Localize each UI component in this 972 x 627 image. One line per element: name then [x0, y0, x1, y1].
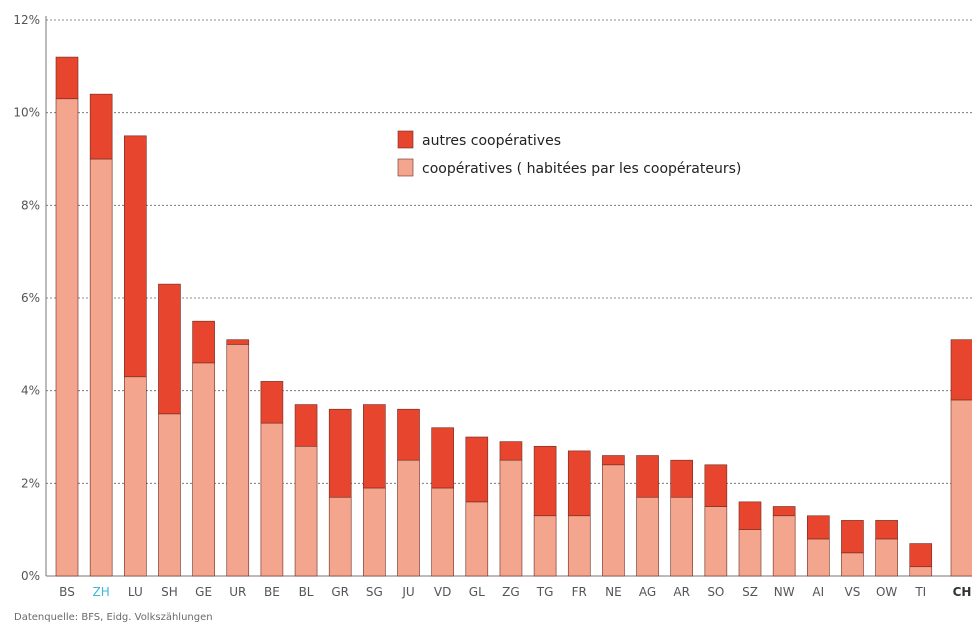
legend-label: autres coopératives — [422, 133, 561, 149]
bar-segment-autres-ch — [950, 339, 972, 401]
legend-swatch — [397, 130, 414, 149]
bar-segment-cooperatives-gl — [465, 501, 489, 577]
bar-segment-autres-so — [704, 464, 728, 507]
x-tick-label: SO — [707, 585, 724, 599]
bar-segment-cooperatives-lu — [124, 376, 147, 577]
bar-segment-autres-ne — [602, 455, 625, 466]
y-tick-label: 12% — [13, 13, 40, 27]
bar-segment-autres-vs — [841, 520, 864, 554]
y-tick-label: 2% — [21, 476, 40, 490]
bar-segment-autres-ju — [397, 408, 420, 461]
x-tick-label: SH — [161, 585, 178, 599]
bar-segment-autres-gl — [465, 436, 489, 503]
gridlines — [46, 19, 972, 484]
x-tick-label: FR — [572, 585, 587, 599]
bar-segment-cooperatives-ju — [397, 459, 420, 577]
x-tick-label: BL — [299, 585, 314, 599]
x-tick-label: LU — [128, 585, 143, 599]
x-tick-label: GL — [469, 585, 485, 599]
bar-segment-cooperatives-ge — [192, 362, 215, 577]
bar-segment-autres-sg — [363, 404, 386, 489]
bar-segment-autres-ge — [192, 320, 215, 364]
x-tick-label: TI — [914, 585, 926, 599]
x-tick-label: AG — [639, 585, 656, 599]
bar-segment-autres-lu — [124, 135, 147, 378]
bar-segment-autres-bl — [294, 404, 318, 447]
bar-segment-cooperatives-bl — [294, 445, 318, 577]
x-tick-label: VS — [845, 585, 861, 599]
bar-segment-autres-ti — [909, 543, 933, 568]
x-tick-label: GE — [195, 585, 212, 599]
bar-segment-cooperatives-ag — [636, 496, 659, 577]
bar-segment-cooperatives-ai — [806, 538, 830, 577]
bar-segment-autres-tg — [533, 445, 557, 517]
legend-label: coopératives ( habitées par les coopérat… — [422, 161, 741, 177]
x-tick-label: TG — [536, 585, 554, 599]
y-tick-label: 4% — [21, 384, 40, 398]
bar-segment-cooperatives-sg — [363, 487, 386, 577]
legend-swatch — [397, 158, 414, 177]
x-tick-label: ZG — [502, 585, 520, 599]
bar-segment-cooperatives-sh — [158, 413, 181, 577]
x-tick-label: ZH — [93, 585, 110, 599]
x-tick-label: SZ — [742, 585, 758, 599]
bar-segment-cooperatives-nw — [772, 515, 796, 577]
x-tick-label: NW — [774, 585, 795, 599]
x-tick-label: BE — [264, 585, 280, 599]
bars — [55, 56, 972, 577]
source-note: Datenquelle: BFS, Eidg. Volkszählungen — [14, 612, 213, 623]
bar-segment-cooperatives-tg — [533, 515, 557, 577]
bar-segment-cooperatives-fr — [567, 515, 591, 577]
bar-segment-cooperatives-ne — [602, 464, 625, 577]
x-tick-label: UR — [229, 585, 246, 599]
x-tick-label: OW — [876, 585, 897, 599]
bar-segment-cooperatives-ti — [909, 566, 933, 577]
x-axis: BS ZH LU SH GE UR BE BL GR SG JU VD GL ZG TG FR NE AG AR SO… — [59, 585, 971, 599]
y-tick-label: 10% — [13, 106, 40, 120]
bar-segment-cooperatives-zh — [89, 158, 113, 577]
y-tick-label: 0% — [21, 569, 40, 583]
bar-segment-autres-ag — [636, 455, 659, 498]
bar-segment-autres-fr — [567, 450, 591, 517]
x-tick-label: AR — [673, 585, 690, 599]
x-tick-label: CH — [953, 585, 972, 599]
bar-segment-cooperatives-vs — [841, 552, 864, 577]
x-tick-label: NE — [605, 585, 622, 599]
bar-segment-autres-ai — [806, 515, 830, 540]
bar-segment-autres-gr — [328, 408, 352, 498]
bar-segment-cooperatives-be — [260, 422, 284, 577]
bar-segment-autres-sz — [738, 501, 762, 530]
legend: autres coopératives coopératives ( habité… — [397, 130, 741, 177]
x-tick-label: SG — [366, 585, 383, 599]
y-tick-label: 6% — [21, 291, 40, 305]
bar-segment-cooperatives-ch — [950, 399, 972, 577]
bar-segment-cooperatives-vd — [431, 487, 454, 577]
bar-segment-autres-ow — [875, 520, 898, 540]
y-axis: 0% 2% 4% 6% 8% 10% 12% — [13, 13, 972, 583]
bar-segment-cooperatives-zg — [499, 459, 523, 577]
bar-segment-autres-zg — [499, 441, 523, 461]
bar-segment-cooperatives-gr — [328, 496, 352, 577]
bar-segment-cooperatives-bs — [55, 98, 79, 577]
bar-segment-autres-ar — [670, 459, 694, 498]
bar-segment-cooperatives-ar — [670, 496, 694, 577]
x-tick-label: AI — [812, 585, 824, 599]
bar-segment-autres-nw — [772, 506, 796, 517]
x-tick-label: BS — [59, 585, 75, 599]
y-tick-label: 8% — [21, 198, 40, 212]
x-tick-label: JU — [401, 585, 414, 599]
bar-segment-cooperatives-ow — [875, 538, 898, 577]
bar-segment-autres-be — [260, 381, 284, 424]
bar-segment-cooperatives-ur — [226, 344, 250, 577]
x-tick-label: VD — [434, 585, 451, 599]
bar-segment-cooperatives-sz — [738, 529, 762, 577]
bar-segment-autres-ur — [226, 339, 250, 345]
bar-segment-autres-bs — [55, 56, 79, 100]
bar-segment-cooperatives-so — [704, 506, 728, 577]
bar-segment-autres-vd — [431, 427, 454, 489]
bar-segment-autres-zh — [89, 93, 113, 160]
x-tick-label: GR — [331, 585, 349, 599]
bar-segment-autres-sh — [158, 283, 181, 415]
